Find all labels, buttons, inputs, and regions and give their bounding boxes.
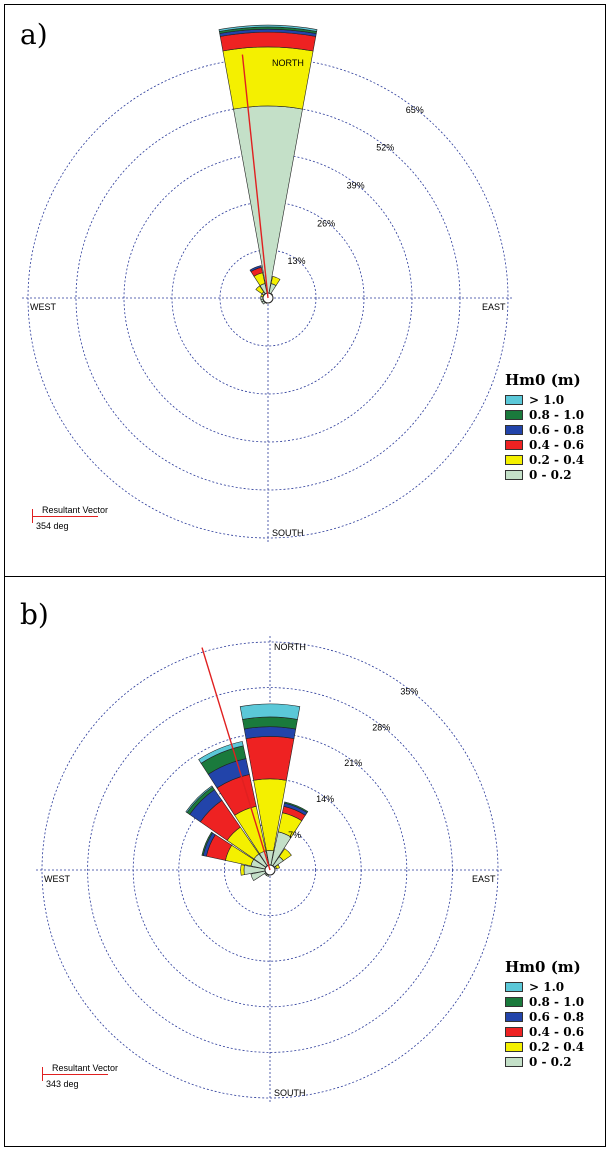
legend-swatch bbox=[505, 996, 523, 1007]
resultant-line bbox=[32, 516, 98, 517]
grid-ring bbox=[171, 201, 365, 395]
legend-item: 0.6 - 0.8 bbox=[505, 422, 584, 437]
rose-wedge bbox=[240, 864, 245, 876]
grid-ring bbox=[223, 823, 316, 916]
legend-item: 0.6 - 0.8 bbox=[505, 1009, 584, 1024]
ring-label: 26% bbox=[317, 218, 335, 228]
rose-wedge bbox=[233, 105, 303, 299]
legend-swatch bbox=[505, 1041, 523, 1052]
panel-divider bbox=[4, 576, 606, 577]
label-west: WEST bbox=[44, 874, 71, 884]
legend-label: 0.2 - 0.4 bbox=[529, 1039, 585, 1054]
grid-ring bbox=[123, 153, 413, 443]
rose-wedge bbox=[185, 785, 214, 814]
label-north: NORTH bbox=[274, 642, 306, 652]
legend-swatch bbox=[505, 1056, 523, 1067]
legend-swatch bbox=[505, 1026, 523, 1037]
rose-wedge bbox=[270, 275, 281, 287]
legend-swatch bbox=[505, 454, 523, 465]
rose-wedge bbox=[201, 831, 213, 856]
rose-wedge bbox=[218, 24, 318, 32]
resultant-value: 354 deg bbox=[36, 521, 69, 531]
legend-item: > 1.0 bbox=[505, 392, 584, 407]
legend-label: 0.4 - 0.6 bbox=[529, 1024, 585, 1039]
label-west: WEST bbox=[30, 302, 57, 312]
label-east: EAST bbox=[472, 874, 496, 884]
legend-item: 0.4 - 0.6 bbox=[505, 437, 584, 452]
panel-a-label: a) bbox=[20, 18, 48, 51]
legend-label: 0.4 - 0.6 bbox=[529, 437, 585, 452]
resultant-vector-line bbox=[201, 647, 271, 871]
ring-label: 52% bbox=[376, 143, 394, 153]
rose-wedge bbox=[275, 864, 280, 869]
ring-label: 28% bbox=[372, 722, 390, 732]
legend-item: 0.2 - 0.4 bbox=[505, 1039, 584, 1054]
legend-swatch bbox=[505, 981, 523, 992]
label-north: NORTH bbox=[272, 58, 304, 68]
ring-label: 13% bbox=[288, 256, 306, 266]
legend-a: Hm0 (m) > 1.0 0.8 - 1.0 0.6 - 0.8 0.4 - … bbox=[505, 371, 584, 482]
rose-wedge bbox=[222, 46, 314, 110]
ring-label: 39% bbox=[347, 181, 365, 191]
ring-label: 65% bbox=[406, 105, 424, 115]
wind-rose-b: 7% 14% 21% 28% 35% NORTH SOUTH WEST EAST bbox=[36, 636, 504, 1104]
legend-swatch bbox=[505, 1011, 523, 1022]
legend-swatch bbox=[505, 469, 523, 480]
rose-wedge bbox=[239, 703, 301, 720]
legend-item: 0 - 0.2 bbox=[505, 467, 584, 482]
legend-label: 0 - 0.2 bbox=[529, 1054, 572, 1069]
legend-label: 0.8 - 1.0 bbox=[529, 994, 585, 1009]
legend-swatch bbox=[505, 394, 523, 405]
resultant-vector-line bbox=[241, 54, 269, 299]
legend-swatch bbox=[505, 424, 523, 435]
legend-label: 0.2 - 0.4 bbox=[529, 452, 585, 467]
legend-item: 0 - 0.2 bbox=[505, 1054, 584, 1069]
label-east: EAST bbox=[482, 302, 506, 312]
resultant-vector-b: Resultant Vector 343 deg bbox=[42, 1063, 132, 1093]
label-south: SOUTH bbox=[274, 1088, 306, 1098]
resultant-vector-a: Resultant Vector 354 deg bbox=[32, 505, 122, 535]
ring-label: 7% bbox=[288, 830, 301, 840]
legend-b: Hm0 (m) > 1.0 0.8 - 1.0 0.6 - 0.8 0.4 - … bbox=[505, 958, 584, 1069]
legend-item: > 1.0 bbox=[505, 979, 584, 994]
legend-label: 0.8 - 1.0 bbox=[529, 407, 585, 422]
legend-item: 0.8 - 1.0 bbox=[505, 994, 584, 1009]
legend-label: 0.6 - 0.8 bbox=[529, 422, 585, 437]
legend-label: > 1.0 bbox=[529, 979, 565, 994]
rose-wedge bbox=[278, 848, 292, 862]
legend-swatch bbox=[505, 409, 523, 420]
legend-label: > 1.0 bbox=[529, 392, 565, 407]
legend-label: 0 - 0.2 bbox=[529, 467, 572, 482]
resultant-title: Resultant Vector bbox=[42, 505, 109, 515]
figure-frame bbox=[4, 4, 606, 1147]
label-south: SOUTH bbox=[272, 528, 304, 538]
wind-rose-a: 13% 26% 39% 52% 65% NORTH SOUTH WEST EAST bbox=[22, 24, 514, 544]
resultant-value: 343 deg bbox=[46, 1079, 79, 1089]
legend-item: 0.2 - 0.4 bbox=[505, 452, 584, 467]
resultant-line bbox=[42, 1074, 108, 1075]
ring-label: 14% bbox=[316, 794, 334, 804]
rose-wedge bbox=[249, 265, 262, 273]
rose-wedge bbox=[245, 736, 295, 781]
panel-b-label: b) bbox=[20, 598, 49, 631]
legend-item: 0.8 - 1.0 bbox=[505, 407, 584, 422]
legend-title: Hm0 (m) bbox=[505, 371, 581, 389]
resultant-title: Resultant Vector bbox=[52, 1063, 119, 1073]
legend-label: 0.6 - 0.8 bbox=[529, 1009, 585, 1024]
ring-label: 35% bbox=[400, 686, 418, 696]
legend-swatch bbox=[505, 439, 523, 450]
legend-item: 0.4 - 0.6 bbox=[505, 1024, 584, 1039]
ring-label: 21% bbox=[344, 758, 362, 768]
legend-title: Hm0 (m) bbox=[505, 958, 581, 976]
rose-wedge bbox=[284, 801, 309, 813]
